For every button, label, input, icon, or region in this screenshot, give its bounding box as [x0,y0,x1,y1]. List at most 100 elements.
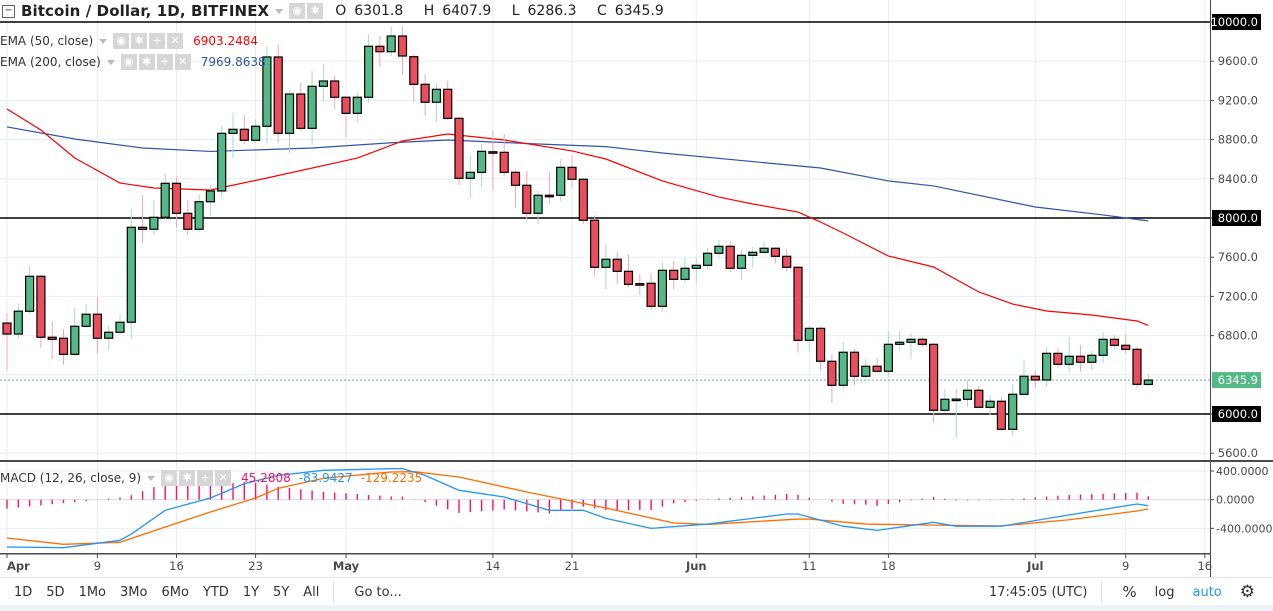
eye-icon[interactable]: ◉ [289,3,306,19]
eye-icon[interactable]: ◉ [161,470,178,486]
macd-tick-label: 0.0000 [1216,494,1255,507]
range-1d-button[interactable]: 1D [14,584,33,600]
range-3mo-button[interactable]: 3Mo [120,584,148,600]
range-1y-button[interactable]: 1Y [242,584,260,600]
candle-body [770,247,781,257]
close-icon[interactable]: ✕ [174,54,191,70]
low-label: L [511,3,520,19]
candle-body [375,45,385,53]
candle-body [307,85,317,129]
macd-label[interactable]: MACD (12, 26, close, 9) [0,471,142,485]
ema50-line [6,108,1149,327]
auto-toggle[interactable]: auto [1192,584,1222,600]
log-toggle[interactable]: log [1154,584,1175,600]
candle-body [58,337,69,355]
price-axis-border [1210,0,1211,578]
candle-body [635,283,645,286]
eye-icon[interactable]: ◉ [120,54,137,70]
collapse-icon[interactable]: − [2,4,15,18]
chevron-down-icon[interactable] [275,8,284,14]
gear-icon[interactable]: ✱ [307,3,324,19]
chevron-down-icon[interactable] [99,38,108,44]
gear-icon[interactable]: ✱ [138,54,155,70]
candle-body [47,336,57,340]
candle-body [861,365,871,377]
percent-toggle[interactable]: % [1122,583,1137,601]
range-5y-button[interactable]: 5Y [273,584,290,600]
chevron-down-icon[interactable] [106,59,115,65]
candle-body [397,35,408,57]
toolbar-border [0,577,1273,578]
candle-body [2,322,12,335]
close-icon[interactable]: ✕ [215,470,232,486]
candle-body [228,128,238,134]
candle-body [183,212,193,230]
candle-body [510,171,521,186]
candle-body [883,343,894,372]
gear-icon[interactable]: ✱ [131,33,148,49]
macd-pane [0,468,1210,549]
candle-body [702,252,713,266]
candle-body [364,45,374,98]
macd-hist-value: 45.2808 [241,471,291,485]
candle-body [194,201,204,230]
candle-body [815,327,826,362]
candle-body [205,190,215,203]
ema200-line [6,126,1149,222]
candle-body [420,83,430,103]
candle-body [691,264,701,269]
gear-icon[interactable]: ✱ [179,470,196,486]
settings-gear-icon[interactable]: ⚙ [1239,582,1255,602]
range-1mo-button[interactable]: 1Mo [78,584,107,600]
candle-body [1121,344,1131,350]
close-icon[interactable]: ✕ [167,33,184,49]
symbol-title[interactable]: Bitcoin / Dollar, 1D, BITFINEX [21,2,270,20]
candle-body [239,128,249,141]
candle-body [680,267,690,280]
open-label: O [335,3,347,19]
plus-icon[interactable]: + [156,54,173,70]
macd-tick-label: 400.0000 [1216,465,1269,478]
ema50-label[interactable]: EMA (50, close) [0,34,94,48]
bottom-toolbar: 1D 5D 1Mo 3Mo 6Mo YTD 1Y 5Y All Go to...… [0,578,1273,606]
range-6mo-button[interactable]: 6Mo [161,584,189,600]
candle-body [849,351,860,377]
price-tick-label: 7600.0 [1218,250,1258,264]
candle-body [488,151,498,154]
candle-body [522,184,532,214]
candle-body [217,132,227,192]
candle-body [951,398,961,402]
price-axis-bg [1211,0,1273,460]
price-label-box [1212,406,1261,422]
candle-body [589,219,600,268]
candle-body [160,182,170,218]
plus-icon[interactable]: + [197,470,214,486]
candle-body [917,338,927,345]
price-tick-label: 6000.0 [1218,407,1258,421]
candle-body [714,245,724,254]
close-value: 6345.9 [614,3,664,19]
range-all-button[interactable]: All [303,584,320,600]
ema200-label[interactable]: EMA (200, close) [0,55,101,69]
price-tick-label: 9600.0 [1218,54,1258,68]
candle-body [1008,393,1018,430]
eye-icon[interactable]: ◉ [113,33,130,49]
range-5d-button[interactable]: 5D [46,584,65,600]
macd-tick-label: -400.0000 [1216,522,1272,535]
candle-body [386,35,396,53]
chevron-down-icon[interactable] [147,475,156,481]
goto-button[interactable]: Go to... [354,584,402,600]
price-tick-label: 6800.0 [1218,329,1258,343]
candle-body [499,151,509,173]
clock: 17:45:05 (UTC) [988,584,1088,600]
ema50-value: 6903.2484 [193,34,259,48]
time-tick-label: 9 [1122,559,1129,573]
time-tick-label: Apr [7,559,30,573]
candle-body [804,327,814,341]
plus-icon[interactable]: + [149,33,166,49]
time-tick-label: Jul [1026,559,1043,573]
candle-body [1019,375,1029,395]
signal-line [6,471,1149,545]
range-ytd-button[interactable]: YTD [202,584,229,600]
